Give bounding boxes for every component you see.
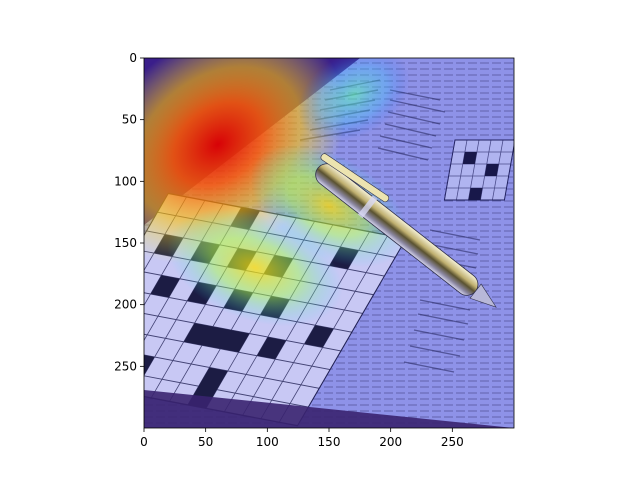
x-tick-label: 250 — [441, 435, 464, 449]
x-tick-label: 100 — [256, 435, 279, 449]
heat-overlay — [144, 58, 410, 327]
y-tick-label: 50 — [122, 113, 137, 127]
x-tick-label: 0 — [140, 435, 148, 449]
y-tick-label: 0 — [129, 51, 137, 65]
x-axis: 0 50 100 150 200 250 — [140, 428, 464, 449]
y-axis: 0 50 100 150 200 250 — [114, 51, 144, 373]
x-tick-label: 200 — [379, 435, 402, 449]
y-tick-label: 150 — [114, 236, 137, 250]
y-tick-label: 100 — [114, 174, 137, 188]
x-tick-label: 150 — [318, 435, 341, 449]
heat-hotspot — [167, 209, 343, 327]
y-tick-label: 200 — [114, 298, 137, 312]
plot-area — [144, 58, 514, 428]
small-crossword — [443, 139, 514, 201]
pen — [315, 153, 497, 308]
heat-hotspot — [297, 58, 410, 142]
x-tick-label: 50 — [198, 435, 213, 449]
y-tick-label: 250 — [114, 359, 137, 373]
